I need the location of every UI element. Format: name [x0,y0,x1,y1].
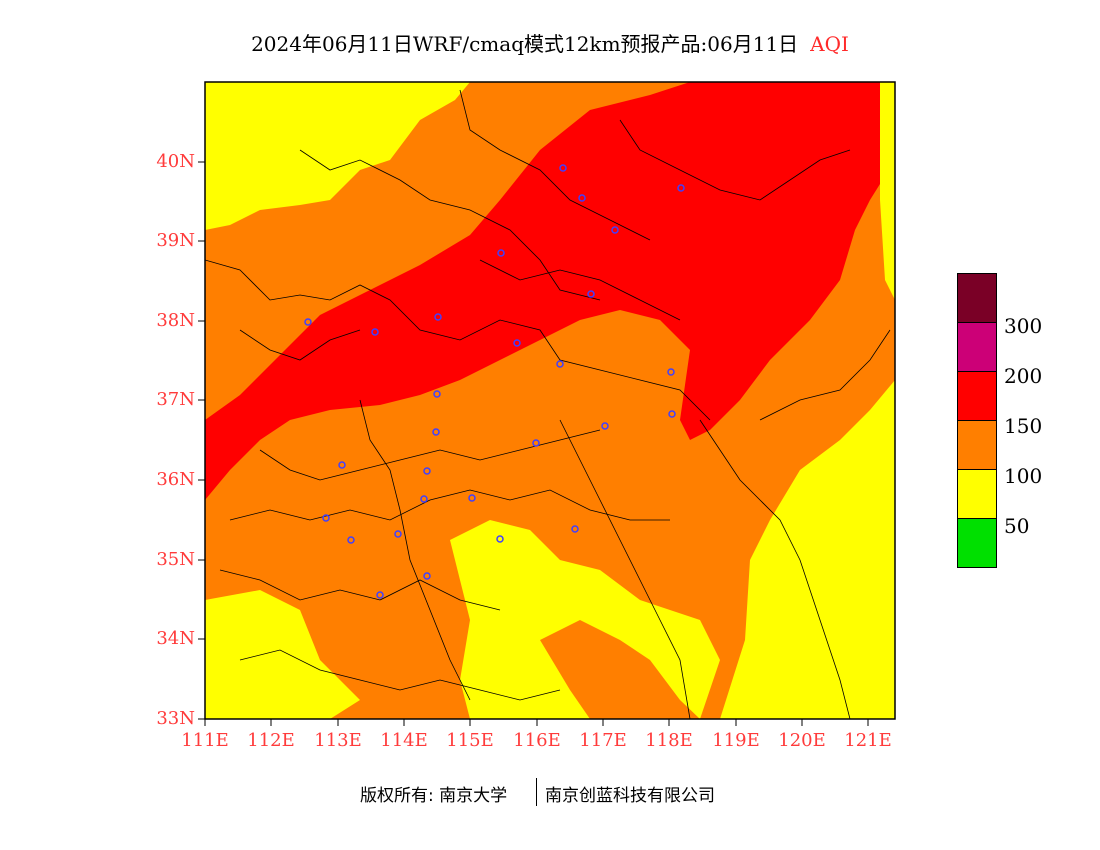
station-marker [571,525,579,533]
page-title: 2024年06月11日WRF/cmaq模式12km预报产品:06月11日 AQI [0,28,1100,57]
footer-divider [536,778,537,806]
lon-label: 118E [645,730,693,751]
lat-label: 38N [156,310,195,331]
legend-swatch-150-200 [957,371,997,421]
legend-label: 300 [1004,314,1043,338]
station-marker [371,328,379,336]
lat-label: 37N [156,389,195,410]
title-variable: AQI [810,32,849,56]
legend-swatch-200-300 [957,322,997,372]
aqi-zone-yellow-bohai [880,82,895,300]
station-marker [513,339,521,347]
station-markers [304,164,685,599]
station-marker [423,467,431,475]
aqi-zone-yellow-east [720,380,895,719]
station-marker [394,530,402,538]
station-marker [601,422,609,430]
legend-swatch-100-150 [957,420,997,470]
station-marker [496,535,504,543]
station-marker [677,184,685,192]
aqi-zone-red [205,82,895,500]
aqi-zone-yellow-southwest [205,590,360,719]
station-marker [347,536,355,544]
copyright-text: 版权所有: 南京大学 [360,786,508,806]
company-text: 南京创蓝科技有限公司 [545,786,715,806]
station-marker [432,428,440,436]
station-marker [423,572,431,580]
lat-label: 33N [156,708,195,729]
station-marker [376,591,384,599]
lon-label: 120E [778,730,826,751]
station-marker [578,194,586,202]
title-text: 2024年06月11日WRF/cmaq模式12km预报产品:06月11日 [251,32,799,56]
lat-label: 39N [156,230,195,251]
lat-label: 34N [156,628,195,649]
legend-swatch-gt300 [957,273,997,323]
legend-label: 100 [1004,464,1043,488]
lon-label: 111E [181,730,229,751]
lon-label: 116E [513,730,561,751]
axis-ticks [198,161,869,726]
aqi-legend [957,273,997,568]
lon-label: 114E [380,730,428,751]
station-marker [434,313,442,321]
lon-label: 117E [579,730,627,751]
lon-label: 115E [446,730,494,751]
legend-label: 200 [1004,364,1043,388]
lon-label: 113E [314,730,362,751]
station-marker [338,461,346,469]
lat-label: 36N [156,469,195,490]
lon-label: 112E [247,730,295,751]
lon-label: 121E [844,730,892,751]
station-marker [611,226,619,234]
station-marker [559,164,567,172]
aqi-zone-orange-south-lobe [540,620,700,719]
legend-swatch-50-100 [957,469,997,519]
station-marker [304,318,312,326]
legend-label: 50 [1004,514,1030,538]
station-marker [322,514,330,522]
station-marker [433,390,441,398]
station-marker [468,494,476,502]
station-marker [667,368,675,376]
station-marker [587,290,595,298]
station-marker [497,249,505,257]
aqi-zone-yellow-north [205,82,470,230]
lon-label: 119E [712,730,760,751]
lat-label: 35N [156,549,195,570]
aqi-field [205,82,895,719]
legend-label: 150 [1004,414,1043,438]
station-marker [668,410,676,418]
station-marker [420,495,428,503]
station-marker [556,360,564,368]
station-marker [532,439,540,447]
legend-swatch-0-50 [957,518,997,568]
lat-label: 40N [156,151,195,172]
admin-boundaries [205,89,891,719]
